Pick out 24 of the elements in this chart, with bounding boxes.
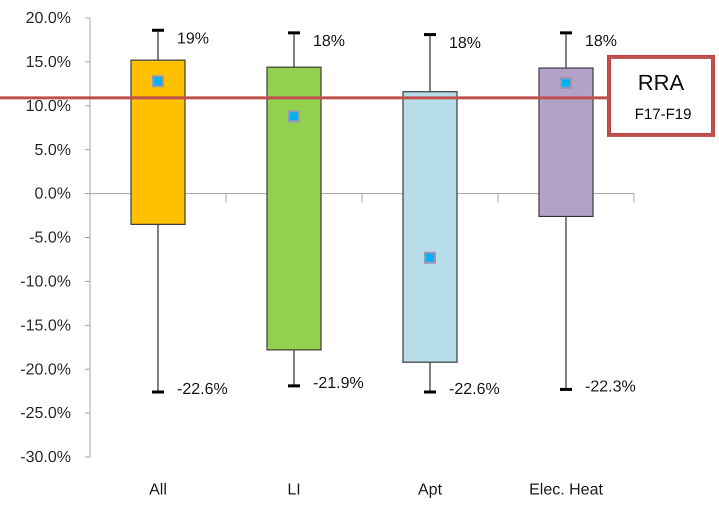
ref-line-label: RRA F17-F19 — [630, 70, 692, 123]
annotation: -21.9% — [313, 375, 364, 392]
annotation: -22.6% — [449, 381, 500, 398]
y-tick-label: 0.0% — [34, 186, 71, 203]
y-tick-label: -15.0% — [20, 317, 71, 334]
y-tick-label: 20.0% — [26, 10, 71, 28]
annotation: 18% — [449, 34, 482, 52]
y-tick-label: 10.0% — [26, 98, 71, 115]
annotation: 19% — [177, 30, 210, 48]
annotation: -22.6% — [177, 381, 228, 398]
annotation: 18% — [313, 33, 346, 50]
y-tick-label: -20.0% — [20, 361, 71, 378]
y-tick-label: -30.0% — [20, 449, 71, 466]
x-tick-label: Apt — [418, 481, 443, 498]
x-tick-label: All — [149, 481, 167, 498]
y-tick-label: 5.0% — [34, 142, 71, 159]
y-tick-label: -5.0% — [29, 230, 71, 247]
annotation: 18% — [585, 33, 618, 50]
y-tick-label: -10.0% — [20, 274, 71, 291]
y-tick-label: -25.0% — [20, 405, 71, 422]
x-tick-label: LI — [287, 481, 301, 498]
y-tick-label: 15.0% — [26, 54, 71, 72]
annotation: -22.3% — [585, 378, 636, 396]
x-tick-label: Elec. Heat — [529, 481, 604, 498]
